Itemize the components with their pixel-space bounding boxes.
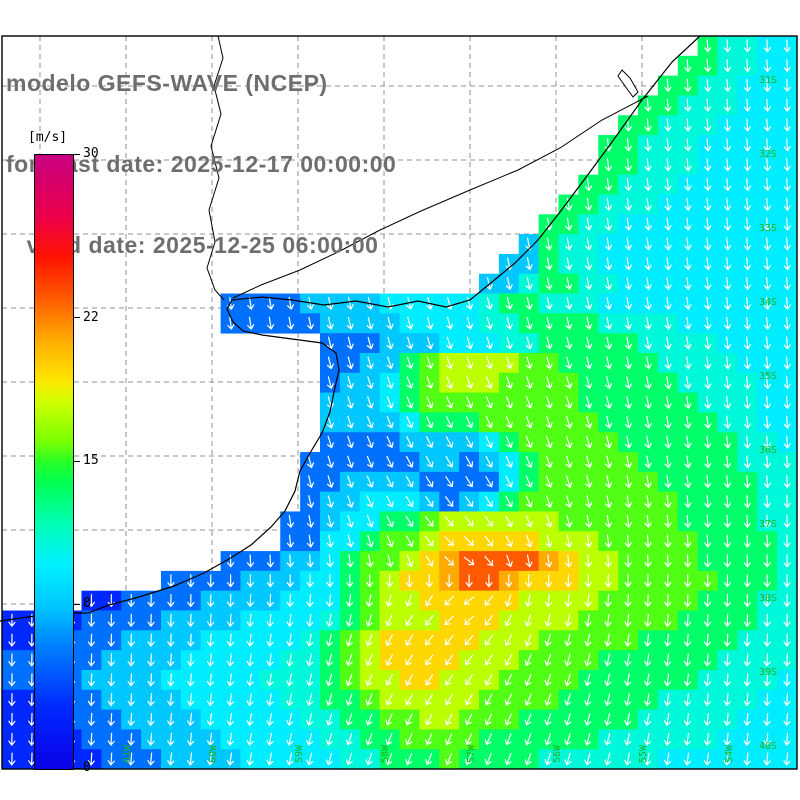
wind-arrows-layer xyxy=(8,39,791,766)
coastal-lagoon xyxy=(617,69,639,98)
longitude-label: 54W xyxy=(724,744,735,763)
latitude-label: 31S xyxy=(759,75,777,86)
latitude-label: 40S xyxy=(759,741,777,752)
colorbar-tick-label: 15 xyxy=(83,453,99,468)
colorbar-tick-label: 8 xyxy=(83,596,91,612)
longitude-label: 60W xyxy=(208,744,219,763)
colorbar-tick-mark xyxy=(74,767,80,769)
coastline-layer xyxy=(0,35,701,622)
colorbar-tick-label: 22 xyxy=(83,309,99,325)
colorbar-tick-mark xyxy=(74,460,80,462)
colorbar-tick-mark xyxy=(74,317,80,319)
latitude-label: 37S xyxy=(759,519,777,530)
graticule-labels-layer: 31S32S33S34S35S36S37S38S39S40S62W61W60W5… xyxy=(36,75,777,763)
longitude-label: 59W xyxy=(294,744,305,763)
border-brazil-uruguay xyxy=(232,95,649,299)
latitude-label: 34S xyxy=(759,297,777,308)
colorbar-tick-mark xyxy=(74,153,80,155)
longitude-label: 55W xyxy=(638,744,649,763)
colorbar-unit-label: [m/s] xyxy=(28,130,68,145)
colorbar-tick-label: 30 xyxy=(83,146,99,161)
colorbar-gradient xyxy=(34,154,74,770)
longitude-label: 58W xyxy=(380,744,391,763)
model-title: modelo GEFS-WAVE (NCEP) xyxy=(6,70,328,96)
latitude-label: 39S xyxy=(759,667,777,678)
coastline-path xyxy=(0,35,701,622)
colorbar-tick-mark xyxy=(74,603,80,605)
latitude-label: 38S xyxy=(759,593,777,604)
colorbar-tick-label: 0 xyxy=(83,760,91,775)
latitude-label: 36S xyxy=(759,445,777,456)
longitude-label: 56W xyxy=(552,744,563,763)
longitude-label: 61W xyxy=(122,744,133,763)
border-uruguay-river xyxy=(206,35,225,301)
map-frame xyxy=(1,35,798,770)
latitude-label: 33S xyxy=(759,223,777,234)
latitude-label: 32S xyxy=(759,149,777,160)
latitude-label: 35S xyxy=(759,371,777,382)
longitude-label: 57W xyxy=(466,744,477,763)
